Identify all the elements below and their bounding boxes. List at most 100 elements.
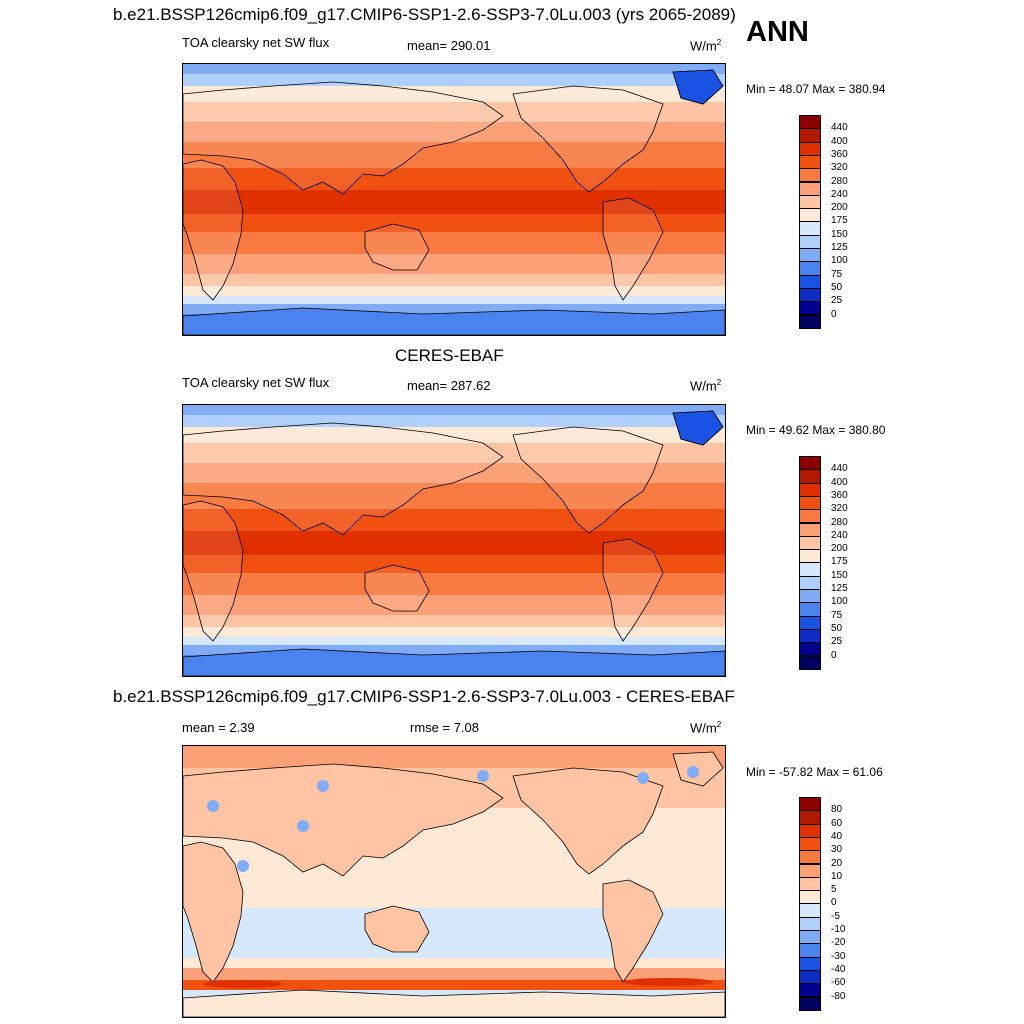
coastline bbox=[364, 905, 430, 953]
coastline bbox=[364, 564, 430, 612]
map-canvas bbox=[183, 64, 725, 335]
colorbar-box bbox=[799, 797, 821, 812]
map-canvas bbox=[183, 405, 725, 676]
colorbar-box bbox=[799, 642, 821, 657]
colorbar-box bbox=[799, 181, 821, 196]
coastline bbox=[512, 85, 664, 193]
colorbar-label: -10 bbox=[831, 924, 846, 935]
coastline bbox=[602, 538, 664, 642]
coastline bbox=[183, 500, 244, 642]
latitude-band bbox=[183, 427, 725, 443]
panel3-title: b.e21.BSSP126cmip6.f09_g17.CMIP6-SSP1-2.… bbox=[113, 687, 735, 706]
colorbar-label: 200 bbox=[831, 543, 848, 555]
colorbar-label: -20 bbox=[831, 937, 846, 949]
map-canvas bbox=[183, 746, 725, 1017]
panel3-map bbox=[182, 745, 726, 1018]
colorbar-box bbox=[799, 522, 821, 537]
season-label: ANN bbox=[746, 16, 809, 48]
colorbar-box bbox=[799, 983, 821, 998]
colorbar-box bbox=[799, 996, 821, 1011]
colorbar-box bbox=[799, 602, 821, 617]
colorbar-box bbox=[799, 141, 821, 156]
panel1-map bbox=[182, 63, 726, 336]
colorbar-label: 50 bbox=[831, 622, 843, 634]
latitude-band bbox=[183, 555, 725, 573]
coastline bbox=[183, 841, 244, 983]
panel1-variable-label: TOA clearsky net SW flux bbox=[182, 35, 330, 50]
colorbar-box bbox=[799, 890, 821, 905]
coastline bbox=[602, 197, 664, 301]
colorbar-box bbox=[799, 208, 821, 223]
anomaly-speckle bbox=[297, 820, 309, 832]
colorbar-box bbox=[799, 615, 821, 630]
panel2-map bbox=[182, 404, 726, 677]
coastline bbox=[512, 426, 664, 534]
colorbar-label: 25 bbox=[831, 295, 843, 307]
latitude-band bbox=[183, 637, 725, 645]
colorbar-box bbox=[799, 823, 821, 838]
colorbar-label: 5 bbox=[831, 884, 837, 896]
latitude-band bbox=[183, 531, 725, 555]
anomaly-band bbox=[183, 980, 725, 990]
panel1-units: W/m2 bbox=[690, 38, 722, 54]
colorbar-label: 150 bbox=[831, 569, 848, 581]
colorbar-label: 240 bbox=[831, 188, 848, 200]
colorbar-label: 0 bbox=[831, 897, 837, 909]
colorbar-label: 80 bbox=[831, 804, 843, 816]
colorbar-label: 240 bbox=[831, 529, 848, 541]
colorbar-label: -60 bbox=[831, 977, 846, 989]
anomaly-speckle bbox=[207, 800, 219, 812]
colorbar-label: 280 bbox=[831, 175, 848, 187]
latitude-band bbox=[183, 254, 725, 274]
colorbar-box bbox=[799, 314, 821, 329]
latitude-band bbox=[183, 595, 725, 615]
colorbar-label: 150 bbox=[831, 228, 848, 240]
colorbar-box bbox=[799, 261, 821, 276]
latitude-band bbox=[183, 286, 725, 296]
colorbar-label: -5 bbox=[831, 910, 840, 922]
colorbar-box bbox=[799, 628, 821, 644]
colorbar-label: 25 bbox=[831, 636, 843, 648]
colorbar-label: 175 bbox=[831, 556, 848, 568]
colorbar-box bbox=[799, 495, 821, 511]
colorbar-label: 360 bbox=[831, 148, 848, 160]
colorbar-label: 320 bbox=[831, 503, 848, 515]
anomaly-streak bbox=[623, 978, 713, 986]
coastline bbox=[602, 879, 664, 983]
colorbar-box bbox=[799, 850, 821, 865]
anomaly-speckle bbox=[687, 766, 699, 778]
colorbar-box bbox=[799, 589, 821, 604]
colorbar-label: 440 bbox=[831, 463, 848, 475]
coastline bbox=[183, 989, 725, 1017]
colorbar-box bbox=[799, 168, 821, 183]
panel2-variable-label: TOA clearsky net SW flux bbox=[182, 375, 330, 390]
colorbar-box bbox=[799, 876, 821, 892]
panel3-units: W/m2 bbox=[690, 720, 722, 736]
latitude-band bbox=[183, 463, 725, 483]
colorbar-box bbox=[799, 128, 821, 143]
latitude-band bbox=[183, 415, 725, 427]
latitude-band bbox=[183, 86, 725, 102]
panel3-mean-label: mean = 2.39 bbox=[182, 720, 255, 735]
colorbar-box bbox=[799, 274, 821, 289]
anomaly-streak bbox=[203, 980, 283, 988]
colorbar-label: 320 bbox=[831, 162, 848, 174]
coastline bbox=[183, 159, 244, 301]
anomaly-speckle bbox=[637, 772, 649, 784]
coastline bbox=[364, 223, 430, 271]
latitude-band bbox=[183, 296, 725, 304]
coastline bbox=[183, 81, 504, 195]
coastline bbox=[183, 648, 725, 676]
colorbar-label: 440 bbox=[831, 122, 848, 134]
colorbar-box bbox=[799, 456, 821, 471]
anomaly-band bbox=[183, 746, 725, 768]
colorbar-box bbox=[799, 562, 821, 577]
coastline bbox=[512, 767, 664, 875]
latitude-band bbox=[183, 304, 725, 314]
colorbar-label: 0 bbox=[831, 308, 837, 320]
latitude-band bbox=[183, 232, 725, 254]
colorbar-label: 10 bbox=[831, 870, 843, 882]
colorbar-label: 0 bbox=[831, 649, 837, 661]
colorbar-label: 100 bbox=[831, 255, 848, 267]
colorbar-box bbox=[799, 549, 821, 564]
